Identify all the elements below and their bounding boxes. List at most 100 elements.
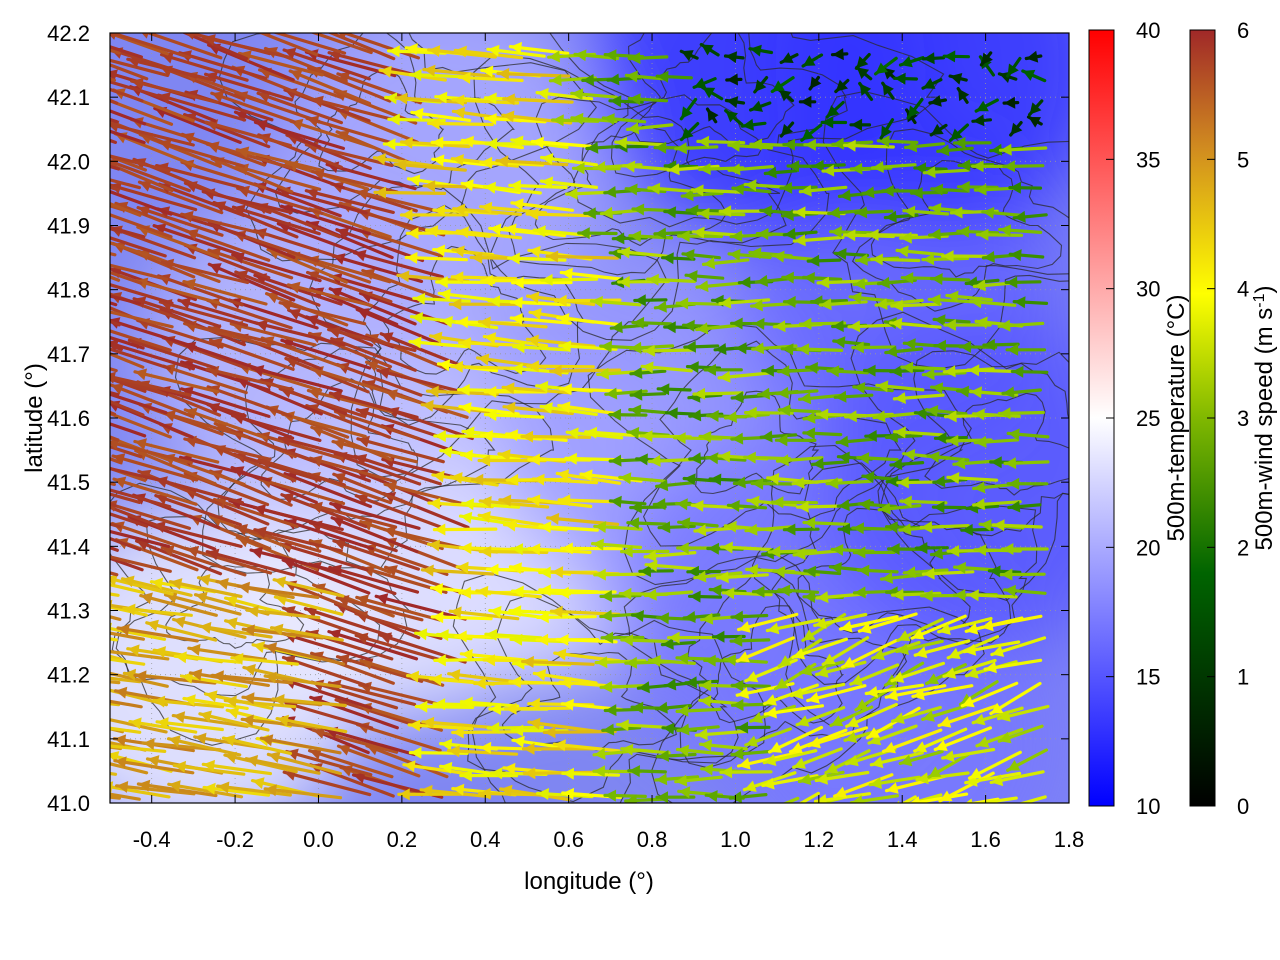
wind-arrow-head xyxy=(923,78,936,89)
wind-arrow-head xyxy=(541,153,554,165)
wind-arrow-head xyxy=(82,495,94,506)
wind-arrow xyxy=(550,114,600,127)
wind-arrow-shaft xyxy=(157,93,247,122)
wind-arrow-head xyxy=(977,228,989,241)
wind-arrow-head xyxy=(1003,160,1015,173)
wind-arrow-head xyxy=(968,364,980,377)
wind-arrow xyxy=(719,541,773,554)
wind-arrow xyxy=(987,565,1022,578)
wind-arrow-head xyxy=(227,707,240,719)
wind-arrow-head xyxy=(872,648,885,661)
wind-arrow-head xyxy=(636,453,648,466)
wind-arrow xyxy=(1004,276,1042,289)
wind-arrow-shaft xyxy=(275,716,348,734)
wind-arrow-head xyxy=(725,51,738,64)
y-tick-label: 41.0 xyxy=(47,791,90,816)
wind-arrow-head xyxy=(484,181,496,194)
wind-arrow-shaft xyxy=(136,225,220,259)
wind-arrow-shaft xyxy=(283,472,373,509)
wind-arrow-head xyxy=(30,110,42,121)
wind-arrow-head xyxy=(487,563,499,576)
wind-arrow-shaft xyxy=(272,33,347,55)
wind-arrow-head xyxy=(933,475,946,488)
wind-arrow xyxy=(230,652,299,666)
wind-arrow-head xyxy=(675,142,687,155)
wind-arrow-shaft xyxy=(110,80,168,100)
wind-arrow xyxy=(458,337,525,350)
wind-arrow-head xyxy=(422,564,434,577)
wind-arrow xyxy=(336,744,421,778)
wind-arrow-head xyxy=(989,565,1001,578)
wind-arrow xyxy=(600,631,645,644)
wind-arrow-shaft xyxy=(374,594,467,621)
wind-arrow xyxy=(971,498,1022,511)
wind-arrow-head xyxy=(961,523,973,536)
wind-arrow-head xyxy=(678,517,691,530)
wind-arrow-head xyxy=(181,210,194,223)
wind-arrow xyxy=(654,479,695,492)
wind-arrow-head xyxy=(676,498,688,511)
wind-arrow-head xyxy=(839,189,851,202)
wind-arrow-shaft xyxy=(110,241,148,257)
wind-arrow xyxy=(982,338,1020,351)
wind-arrow-head xyxy=(839,523,851,536)
wind-arrow-shaft xyxy=(254,321,346,347)
wind-arrow-shaft xyxy=(110,270,143,285)
wind-arrow-head xyxy=(632,316,645,329)
wind-arrow xyxy=(775,386,819,399)
wind-arrow xyxy=(512,341,571,354)
wind-arrow-head xyxy=(769,741,783,753)
wind-arrow xyxy=(287,308,374,347)
wind-arrow-shaft xyxy=(110,762,149,775)
wind-arrow xyxy=(603,704,643,717)
wind-arrow-shaft xyxy=(394,96,467,105)
wind-arrow-head xyxy=(896,643,909,655)
wind-arrow xyxy=(486,44,546,58)
wind-arrow xyxy=(791,637,849,660)
wind-arrow-shaft xyxy=(110,109,147,126)
wind-arrow xyxy=(695,280,742,293)
wind-arrow-head xyxy=(626,70,638,83)
wind-arrow-head xyxy=(814,617,827,629)
wind-arrow-head xyxy=(585,426,598,439)
wind-arrow xyxy=(110,699,143,709)
wind-arrow xyxy=(724,96,746,108)
wind-arrow xyxy=(979,51,993,67)
wind-arrow-head xyxy=(643,344,655,357)
wind-arrow xyxy=(933,726,993,752)
wind-arrow-shaft xyxy=(110,718,168,734)
y-tick-label: 41.2 xyxy=(47,663,90,688)
wind-arrow-shaft xyxy=(257,33,319,57)
wind-arrow-shaft xyxy=(266,752,342,776)
wind-arrow xyxy=(110,225,146,239)
wind-arrow-shaft xyxy=(900,795,917,803)
wind-arrow-head xyxy=(39,181,51,193)
wind-arrow-head xyxy=(890,365,902,378)
wind-arrow-head xyxy=(560,383,572,396)
wind-arrow-head xyxy=(511,135,524,148)
wind-arrow-head xyxy=(484,332,497,345)
wind-arrow xyxy=(483,113,547,125)
wind-arrow-head xyxy=(827,477,839,490)
wind-arrow-head xyxy=(401,136,413,149)
wind-arrow-head xyxy=(934,339,946,352)
wind-arrow-shaft xyxy=(110,351,145,369)
wind-arrow xyxy=(792,548,842,560)
wind-arrow-shaft xyxy=(210,673,294,685)
y-tick-label: 41.4 xyxy=(47,534,90,559)
wind-arrow xyxy=(971,408,1021,421)
wind-arrow-head xyxy=(336,227,350,240)
contour-line xyxy=(452,572,767,803)
wind-arrow-head xyxy=(246,755,259,767)
wind-arrow xyxy=(110,605,148,617)
x-tick-label: 0.4 xyxy=(470,827,501,852)
wind-arrow xyxy=(110,522,122,529)
wind-arrow-head xyxy=(845,731,858,743)
wind-arrow-head xyxy=(116,781,129,793)
wind-arrow-shaft xyxy=(110,189,173,216)
contour-line xyxy=(587,324,972,586)
wind-arrow xyxy=(868,775,921,789)
wind-arrow-shaft xyxy=(134,449,217,486)
wind-arrow-head xyxy=(510,562,522,575)
wind-arrow-head xyxy=(157,717,169,730)
